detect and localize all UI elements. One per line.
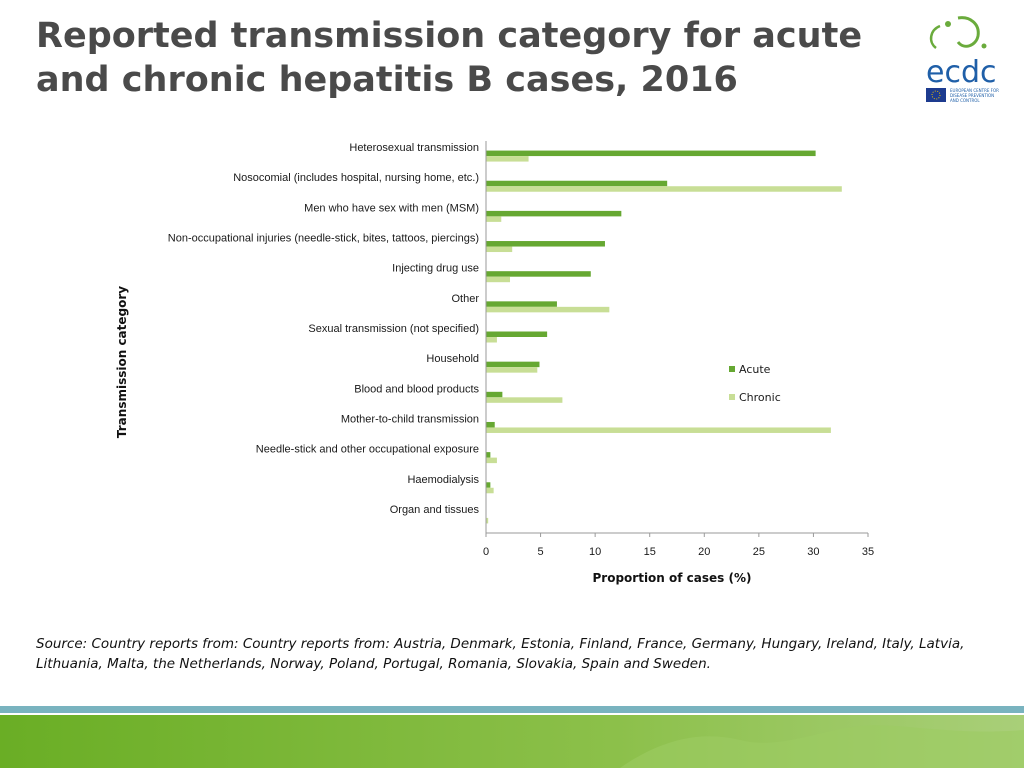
footer-map-shape — [620, 725, 1024, 768]
bar-acute — [486, 271, 591, 277]
bar-acute — [486, 482, 491, 488]
category-label: Non-occupational injuries (needle-stick,… — [168, 233, 479, 245]
legend-swatch-chronic — [729, 394, 735, 400]
bar-chronic — [486, 186, 842, 192]
bar-chronic — [486, 487, 494, 494]
ecdc-logo: ecdc EUROPEAN CENTRE FOR DISEASE PREVENT… — [926, 16, 999, 103]
logo-tagline-1: EUROPEAN CENTRE FOR — [950, 88, 999, 93]
bar-chronic — [486, 276, 511, 283]
logo-tagline-2: DISEASE PREVENTION — [950, 93, 994, 98]
x-tick-label: 35 — [862, 546, 874, 558]
x-tick-label: 5 — [538, 546, 544, 558]
footer-blue-stripe — [0, 706, 1024, 713]
category-label: Other — [451, 293, 479, 305]
x-tick-label: 25 — [753, 546, 765, 558]
logo-text: ecdc — [926, 55, 997, 90]
bar-acute — [486, 331, 548, 337]
x-tick-labels: 0 5 10 15 20 25 30 35 — [483, 546, 874, 558]
bar-acute — [486, 241, 605, 247]
bar-chronic — [486, 397, 563, 403]
bar-chronic — [486, 427, 831, 433]
bar-chronic — [486, 517, 489, 524]
axes-group — [485, 141, 869, 537]
category-label: Injecting drug use — [392, 263, 479, 275]
leaf-icon — [929, 16, 987, 49]
y-axis-title-group: Transmission category — [115, 286, 129, 438]
legend-label-acute: Acute — [739, 363, 771, 376]
bar-acute — [486, 361, 540, 368]
bar-acute — [486, 210, 622, 217]
x-axis-title: Proportion of cases (%) — [593, 571, 752, 585]
bar-acute — [486, 452, 491, 458]
x-tick-label: 20 — [698, 546, 710, 558]
category-label: Men who have sex with men (MSM) — [304, 202, 479, 214]
source-note: Source: Country reports from: Country re… — [36, 636, 965, 672]
eu-flag-icon — [926, 88, 946, 102]
bar-chronic — [486, 246, 513, 253]
bar-chronic — [486, 216, 502, 222]
bar-acute — [486, 180, 668, 187]
category-labels: Heterosexual transmission Nosocomial (inc… — [168, 142, 480, 516]
bar-acute — [486, 421, 495, 428]
category-label: Mother-to-child transmission — [341, 413, 479, 425]
bar-chronic — [486, 337, 497, 343]
category-label: Organ and tissues — [390, 504, 480, 516]
x-tick-label: 15 — [644, 546, 656, 558]
bar-acute — [486, 301, 557, 307]
legend: Acute Chronic — [729, 363, 781, 404]
category-label: Blood and blood products — [354, 383, 479, 395]
footer-band — [0, 706, 1024, 768]
logo-tagline-3: AND CONTROL — [950, 98, 980, 103]
bar-chronic — [486, 457, 497, 464]
bar-chart: Transmission category Heterosexual trans… — [115, 141, 874, 585]
bar-chronic — [486, 306, 610, 313]
x-tick-label: 30 — [807, 546, 819, 558]
category-label: Household — [426, 353, 479, 365]
category-label: Haemodialysis — [407, 474, 479, 486]
bar-acute — [486, 150, 816, 157]
bar-chronic — [486, 367, 538, 373]
category-label: Heterosexual transmission — [349, 142, 479, 154]
legend-swatch-acute — [729, 366, 735, 372]
x-tick-label: 10 — [589, 546, 601, 558]
category-label: Needle-stick and other occupational expo… — [256, 444, 479, 456]
legend-label-chronic: Chronic — [739, 391, 781, 404]
bars-group — [486, 150, 842, 524]
y-axis-title: Transmission category — [115, 286, 129, 438]
bar-chronic — [486, 156, 529, 162]
x-tick-label: 0 — [483, 546, 489, 558]
bar-acute — [486, 391, 503, 398]
category-label: Nosocomial (includes hospital, nursing h… — [233, 172, 479, 184]
category-label: Sexual transmission (not specified) — [308, 323, 479, 335]
slide-title: Reported transmission category for acute… — [36, 16, 863, 100]
